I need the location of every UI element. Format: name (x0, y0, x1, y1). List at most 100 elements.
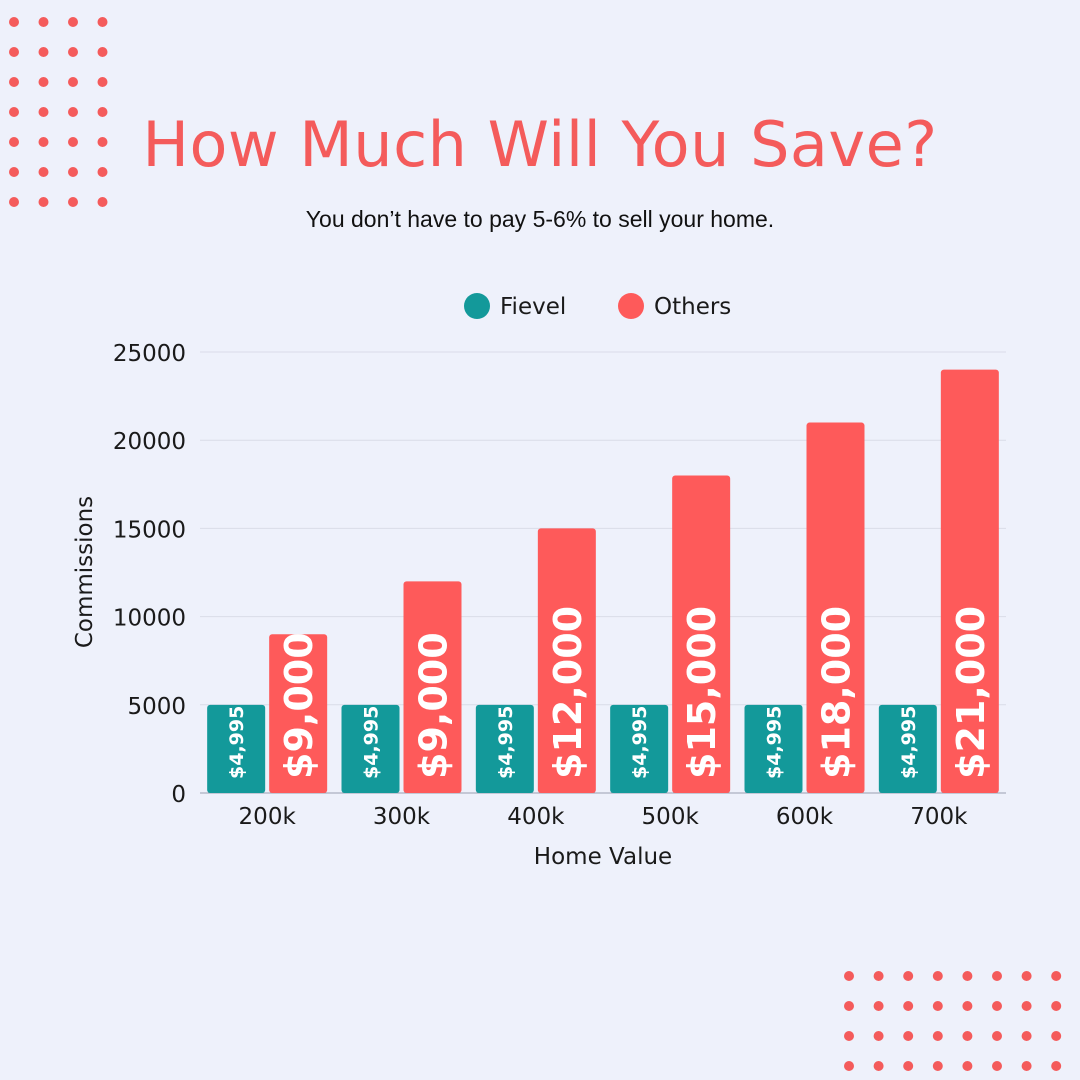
decorative-dot (97, 77, 108, 87)
bar-label-others-200k: $9,000 (277, 632, 321, 779)
decorative-dot (992, 1061, 1002, 1071)
decorative-dot (903, 1061, 914, 1071)
decorative-dot (844, 1031, 854, 1041)
decorative-dot (97, 137, 108, 147)
bar-others-200k (269, 634, 328, 793)
decorative-dot (68, 77, 78, 87)
decorative-dot (873, 1001, 884, 1011)
decorative-dot (903, 1001, 914, 1011)
decorative-dot (992, 1001, 1002, 1011)
legend-swatch-others (618, 293, 644, 319)
bar-fievel-700k (878, 704, 937, 793)
decorative-dot (68, 137, 78, 147)
decorative-dot (1021, 971, 1032, 981)
bar-label-others-700k: $21,000 (949, 606, 993, 779)
y-tick-label: 0 (171, 782, 186, 808)
decorative-dot (873, 971, 884, 981)
bar-value-labels: $4,995 $9,000 $4,995 $9,000 $4,995 $12,000 $4,… (226, 606, 993, 779)
decorative-dot (932, 1001, 943, 1011)
bar-fievel-200k (207, 704, 266, 793)
x-tick-label: 700k (910, 804, 968, 830)
page-title: How Much Will You Save? (142, 108, 938, 181)
decorative-dot (844, 1001, 854, 1011)
y-tick-label: 25000 (113, 341, 186, 367)
y-tick-label: 20000 (113, 429, 186, 455)
decorative-dot (9, 107, 19, 117)
decorative-dot (97, 17, 108, 27)
bar-label-fievel-700k: $4,995 (898, 706, 920, 779)
decorative-dot (38, 137, 49, 147)
decorative-dot (38, 77, 49, 87)
decorative-dot (9, 167, 19, 177)
decorative-dot (38, 197, 49, 207)
bar-fievel-600k (744, 704, 803, 793)
x-axis-label: Home Value (534, 844, 672, 870)
y-tick-label: 5000 (127, 694, 186, 720)
bar-fievel-400k (475, 704, 534, 793)
bar-label-others-600k: $18,000 (815, 606, 859, 779)
decorative-dot (1051, 1001, 1062, 1011)
decorative-dots-bottom-right (844, 971, 1062, 1071)
bar-others-700k (940, 369, 999, 793)
decorative-dot (9, 137, 19, 147)
decorative-dots-top-left (9, 17, 108, 207)
decorative-dot (873, 1061, 884, 1071)
decorative-dot (1051, 1061, 1062, 1071)
decorative-dot (68, 47, 78, 57)
decorative-dot (992, 1031, 1002, 1041)
x-tick-label: 400k (507, 804, 565, 830)
decorative-dot (932, 1031, 943, 1041)
y-axis-label: Commissions (72, 496, 98, 648)
bar-label-fievel-600k: $4,995 (764, 706, 786, 779)
bars (207, 369, 999, 793)
y-gridlines (200, 351, 1006, 794)
decorative-dot (38, 167, 49, 177)
bar-label-fievel-500k: $4,995 (629, 706, 651, 779)
legend: Fievel Others (464, 293, 731, 320)
x-tick-label: 600k (776, 804, 834, 830)
decorative-dot (844, 1061, 854, 1071)
decorative-dot (1051, 1031, 1062, 1041)
decorative-dot (38, 47, 49, 57)
y-tick-label: 10000 (113, 606, 186, 632)
decorative-dot (38, 17, 49, 27)
bar-label-others-500k: $15,000 (680, 606, 724, 779)
decorative-dot (97, 107, 108, 117)
decorative-dot (97, 197, 108, 207)
decorative-dot (1021, 1001, 1032, 1011)
decorative-dot (932, 971, 943, 981)
x-tick-labels: 200k 300k 400k 500k 600k 700k (239, 804, 969, 830)
decorative-dot (932, 1061, 943, 1071)
decorative-dot (903, 1031, 914, 1041)
legend-swatch-fievel (464, 293, 490, 319)
decorative-dot (1021, 1061, 1032, 1071)
bar-fievel-300k (341, 704, 400, 793)
bar-label-fievel-200k: $4,995 (226, 706, 248, 779)
bar-others-300k (403, 581, 462, 793)
bar-label-others-300k: $9,000 (412, 632, 456, 779)
x-tick-label: 500k (642, 804, 700, 830)
y-tick-labels: 0 5000 10000 15000 20000 25000 (113, 341, 186, 808)
decorative-dot (962, 1031, 973, 1041)
decorative-dot (38, 107, 49, 117)
decorative-dot (1051, 971, 1062, 981)
bar-others-400k (537, 528, 596, 793)
decorative-dot (844, 971, 854, 981)
decorative-dot (9, 197, 19, 207)
decorative-dot (9, 77, 19, 87)
decorative-dot (992, 971, 1002, 981)
decorative-dot (1021, 1031, 1032, 1041)
decorative-dot (68, 107, 78, 117)
decorative-dot (97, 47, 108, 57)
page-subtitle: You don’t have to pay 5-6% to sell your … (305, 206, 775, 232)
decorative-dot (873, 1031, 884, 1041)
y-tick-label: 15000 (113, 517, 186, 543)
decorative-dot (903, 971, 914, 981)
bar-label-fievel-300k: $4,995 (361, 706, 383, 779)
bar-label-fievel-400k: $4,995 (495, 706, 517, 779)
decorative-dot (68, 167, 78, 177)
bar-others-500k (672, 475, 731, 793)
decorative-dot (68, 197, 78, 207)
x-tick-label: 200k (239, 804, 297, 830)
decorative-dot (962, 971, 973, 981)
